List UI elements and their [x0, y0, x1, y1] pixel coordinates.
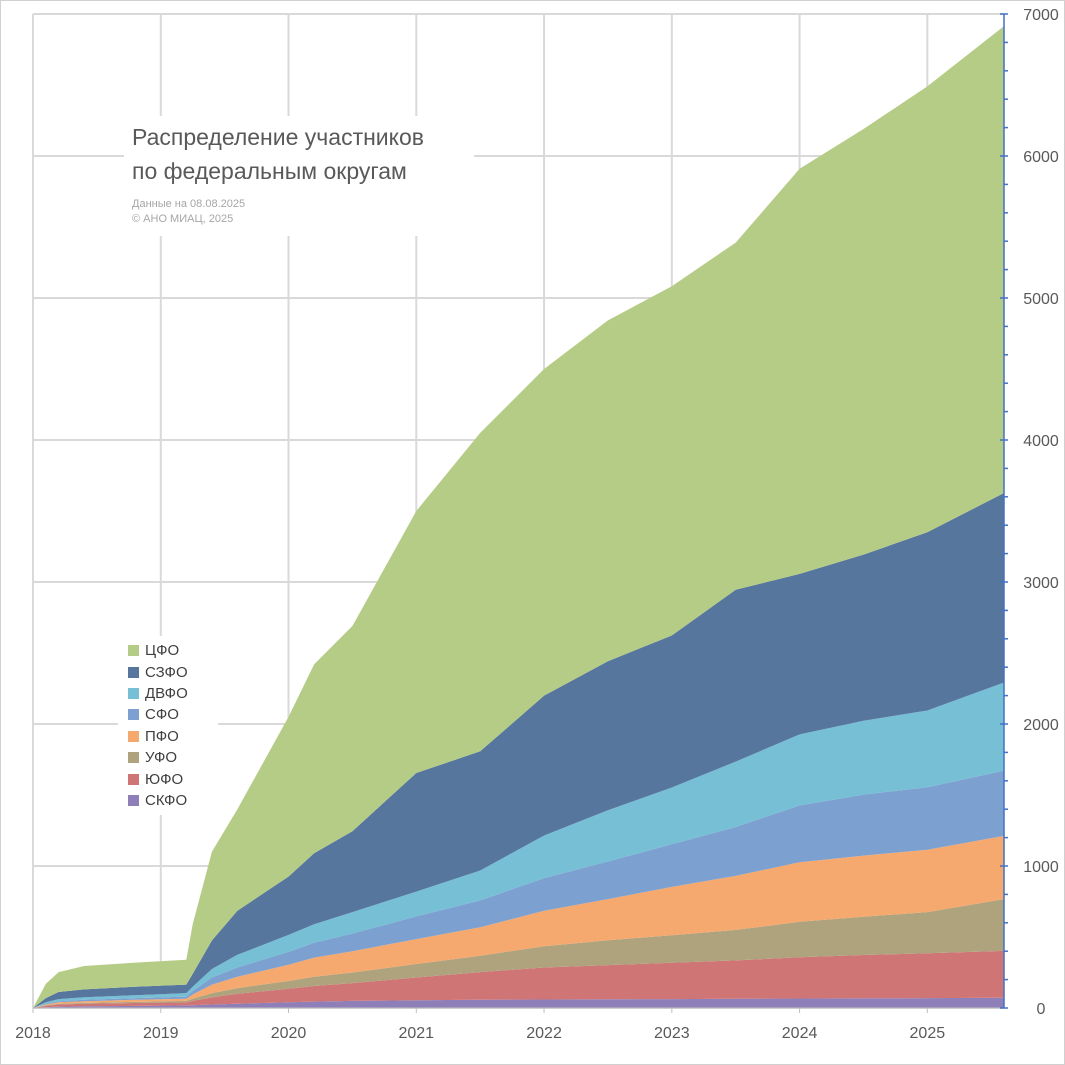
legend-item: СЗФО — [128, 661, 218, 682]
legend-item: СФО — [128, 704, 218, 725]
legend-swatch — [128, 666, 139, 678]
legend-swatch — [128, 709, 139, 721]
area-series-ЮФО — [33, 950, 1004, 1008]
legend-swatch — [128, 794, 139, 806]
legend-item: СКФО — [128, 790, 218, 811]
legend-swatch — [128, 752, 139, 764]
axes — [32, 13, 1008, 1013]
chart-title-line-1: Распределение участников — [132, 124, 424, 150]
x-tick-label: 2022 — [526, 1025, 562, 1042]
y-tick-label: 2000 — [1023, 717, 1059, 734]
copyright-note: © АНО МИАЦ, 2025 — [132, 213, 234, 225]
legend-label: ПФО — [145, 727, 179, 745]
legend-label: СЗФО — [145, 663, 188, 681]
legend-item: УФО — [128, 747, 218, 768]
y-tick-label: 6000 — [1023, 149, 1059, 166]
area-series-ПФО — [33, 835, 1004, 1008]
area-series-ДВФО — [33, 682, 1004, 1008]
x-axis-tick-labels: 2018 2019 2020 2021 2022 2023 2024 2025 — [15, 1025, 945, 1042]
y-tick-label: 5000 — [1023, 291, 1059, 308]
area-series-СФО — [33, 770, 1004, 1008]
x-tick-label: 2018 — [15, 1025, 51, 1042]
legend-label: УФО — [145, 749, 178, 767]
legend-label: ДВФО — [145, 684, 188, 702]
legend-label: ЦФО — [145, 642, 180, 660]
y-tick-label: 7000 — [1023, 7, 1059, 24]
legend-item: ПФО — [128, 726, 218, 747]
title-panel — [124, 116, 474, 236]
x-tick-label: 2020 — [271, 1025, 307, 1042]
legend: ЦФО СЗФО ДВФО СФО ПФО УФО ЮФО СКФО — [118, 636, 218, 816]
legend-swatch — [128, 687, 139, 699]
legend-label: СФО — [145, 706, 179, 724]
area-series-СКФО — [33, 997, 1004, 1008]
y-tick-label: 4000 — [1023, 433, 1059, 450]
y-tick-label: 1000 — [1023, 859, 1059, 876]
legend-item: ДВФО — [128, 683, 218, 704]
x-tick-label: 2023 — [654, 1025, 690, 1042]
legend-label: СКФО — [145, 791, 188, 809]
area-series-ЦФО — [33, 26, 1004, 1009]
legend-swatch — [128, 645, 139, 657]
x-tick-label: 2024 — [782, 1025, 818, 1042]
x-tick-label: 2021 — [398, 1025, 434, 1042]
x-tick-label: 2025 — [910, 1025, 946, 1042]
legend-swatch — [128, 730, 139, 742]
area-series-СЗФО — [33, 493, 1004, 1008]
legend-item: ЮФО — [128, 768, 218, 789]
legend-label: ЮФО — [145, 770, 184, 788]
chart-title-line-2: по федеральным округам — [132, 158, 407, 184]
x-tick-label: 2019 — [143, 1025, 179, 1042]
data-date-note: Данные на 08.08.2025 — [132, 198, 246, 210]
legend-item: ЦФО — [128, 640, 218, 661]
legend-swatch — [128, 773, 139, 785]
y-axis-tick-labels: 0 1000 2000 3000 4000 5000 6000 7000 — [1023, 7, 1059, 1018]
y-tick-label: 3000 — [1023, 575, 1059, 592]
area-series-group — [33, 26, 1004, 1009]
area-series-УФО — [33, 899, 1004, 1008]
y-tick-label: 0 — [1037, 1001, 1046, 1018]
